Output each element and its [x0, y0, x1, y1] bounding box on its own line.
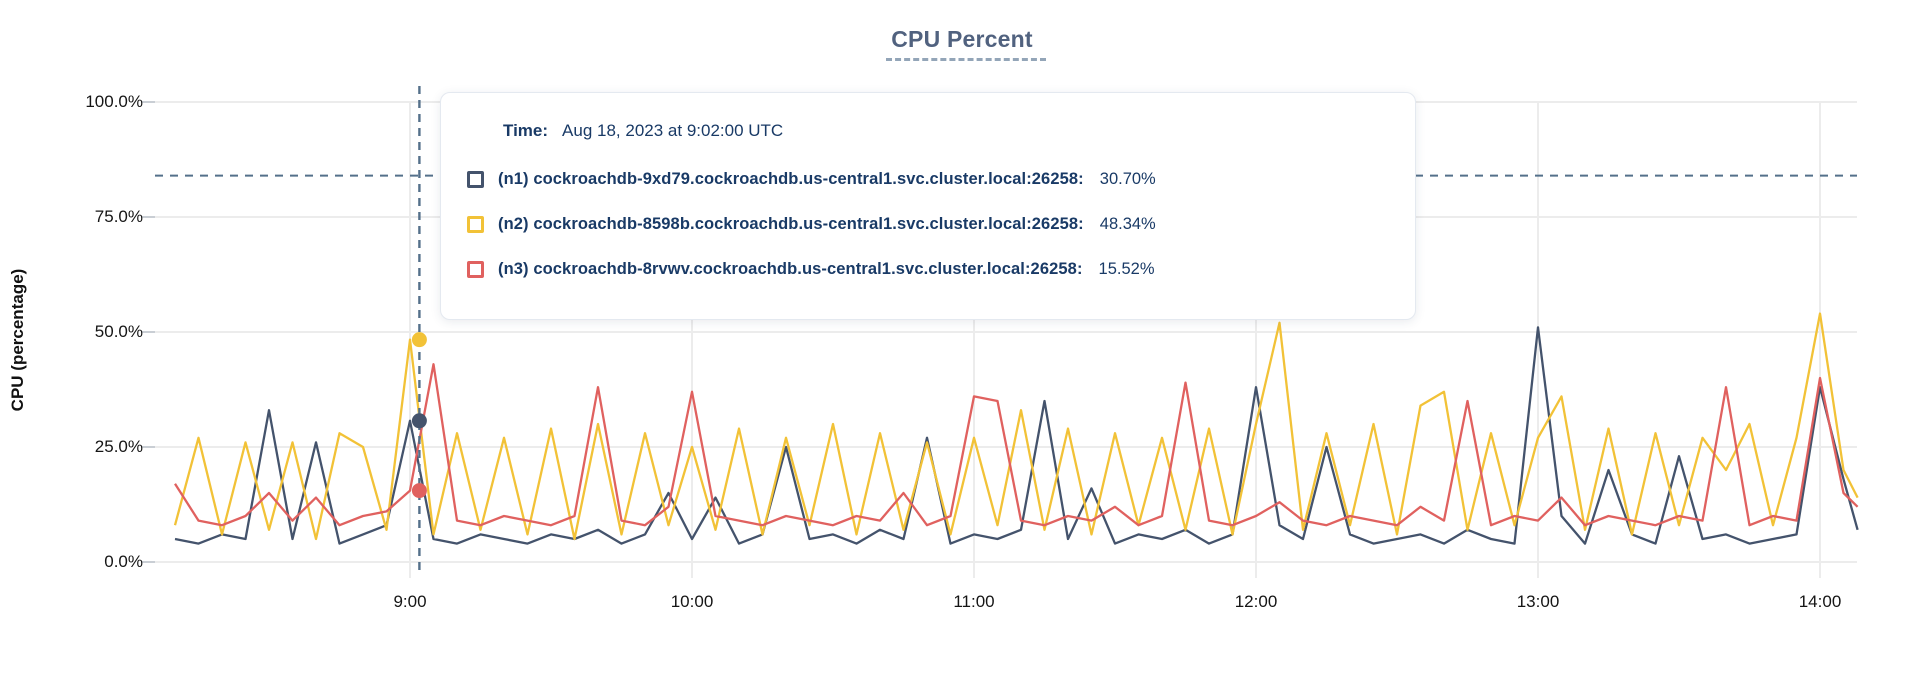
tooltip-time-label: Time:	[503, 121, 549, 140]
tooltip-time-row: Time: Aug 18, 2023 at 9:02:00 UTC	[503, 119, 1385, 143]
hover-point-n3	[411, 483, 427, 499]
hover-point-n1	[411, 413, 427, 429]
series-n3-swatch-icon	[467, 260, 484, 278]
y-tick-label: 100.0%	[85, 92, 143, 111]
x-tick-label: 10:00	[670, 592, 714, 611]
y-tick-label: 25.0%	[94, 437, 143, 456]
hover-point-n2	[411, 332, 427, 348]
tooltip-series-row-n1: (n1) cockroachdb-9xd79.cockroachdb.us-ce…	[467, 167, 1385, 191]
tooltip-series-label: (n2) cockroachdb-8598b.cockroachdb.us-ce…	[498, 214, 1084, 233]
x-tick-label: 11:00	[953, 592, 995, 611]
x-tick-label: 12:00	[1234, 592, 1278, 611]
tooltip-time-value: Aug 18, 2023 at 9:02:00 UTC	[562, 121, 784, 140]
title-underline	[886, 58, 1046, 61]
series-n1-swatch-icon	[467, 170, 484, 188]
x-tick-label: 13:00	[1516, 592, 1560, 611]
tooltip-series-value: 15.52%	[1098, 259, 1155, 278]
y-tick-label: 75.0%	[94, 207, 143, 226]
x-tick-label: 14:00	[1798, 592, 1842, 611]
hover-tooltip: Time: Aug 18, 2023 at 9:02:00 UTC (n1) c…	[440, 92, 1416, 320]
tooltip-series-value: 30.70%	[1099, 169, 1156, 188]
tooltip-series-row-n3: (n3) cockroachdb-8rvwv.cockroachdb.us-ce…	[467, 257, 1385, 281]
y-tick-label: 50.0%	[94, 322, 143, 341]
x-tick-label: 9:00	[393, 592, 427, 611]
tooltip-series-value: 48.34%	[1099, 214, 1156, 233]
series-line-n1	[174, 326, 1859, 545]
y-tick-label: 0.0%	[104, 552, 143, 571]
series-n2-swatch-icon	[467, 215, 484, 233]
tooltip-series-label: (n3) cockroachdb-8rvwv.cockroachdb.us-ce…	[498, 259, 1083, 278]
tooltip-series-label: (n1) cockroachdb-9xd79.cockroachdb.us-ce…	[498, 169, 1084, 188]
series-line-n2	[173, 312, 1859, 541]
tooltip-series-row-n2: (n2) cockroachdb-8598b.cockroachdb.us-ce…	[467, 212, 1385, 236]
series-line-n3	[174, 363, 1859, 527]
chart-title: CPU Percent	[891, 26, 1033, 52]
